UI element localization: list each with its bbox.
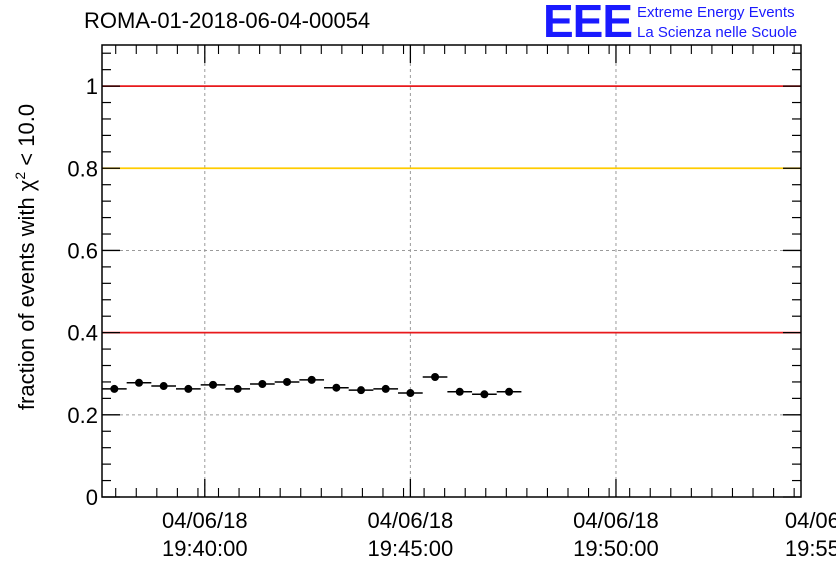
- data-point: [159, 382, 168, 391]
- data-point: [381, 384, 390, 393]
- y-tick-label: 0.4: [67, 321, 98, 346]
- y-tick-label: 0.6: [67, 238, 98, 263]
- logo-line-1: Extreme Energy Events: [637, 4, 795, 21]
- x-tick-label-time: 19:50:00: [573, 536, 659, 561]
- reference-lines: [102, 85, 801, 334]
- data-point: [110, 384, 119, 393]
- y-tick-label: 0.2: [67, 403, 98, 428]
- grid-layer: [102, 45, 801, 497]
- x-tick-label-date: 04/06/18: [162, 508, 248, 533]
- data-point: [431, 373, 440, 382]
- data-point: [505, 387, 514, 396]
- logo-mark: EEE: [543, 0, 633, 47]
- data-point: [307, 375, 316, 384]
- data-point: [406, 389, 415, 398]
- y-tick-label: 0.8: [67, 156, 98, 181]
- y-axis-label: fraction of events with χ2 < 10.0: [12, 104, 39, 410]
- data-point: [283, 377, 292, 386]
- data-point: [357, 386, 366, 395]
- data-point: [184, 384, 193, 393]
- data-point: [135, 378, 144, 387]
- logo-line-2: La Scienza nelle Scuole: [637, 24, 798, 41]
- data-point: [332, 383, 341, 392]
- x-tick-label-date: 04/06/18: [368, 508, 454, 533]
- x-tick-label-date: 04/06/18: [573, 508, 659, 533]
- axis-ticks: [102, 45, 801, 498]
- data-point: [455, 387, 464, 396]
- y-tick-label: 0: [86, 485, 98, 510]
- eee-logo: EEE Extreme Energy Events La Scienza nel…: [543, 0, 833, 47]
- x-tick-label-date: 04/06/1: [785, 508, 836, 533]
- x-tick-label-time: 19:55:0: [785, 536, 836, 561]
- data-point: [480, 390, 489, 399]
- y-tick-label: 1: [86, 74, 98, 99]
- data-series: [102, 373, 522, 399]
- x-tick-label-time: 19:45:00: [368, 536, 454, 561]
- chart-title: ROMA-01-2018-06-04-00054: [84, 8, 371, 33]
- data-point: [209, 380, 218, 389]
- data-point: [233, 384, 242, 393]
- data-point: [258, 380, 267, 388]
- plot-frame: [101, 44, 802, 498]
- x-tick-label-time: 19:40:00: [162, 536, 248, 561]
- axis-labels: 0 0.2 0.4 0.6 0.8 1 04/06/18 19:40:00 04/06/18 19…: [12, 74, 836, 561]
